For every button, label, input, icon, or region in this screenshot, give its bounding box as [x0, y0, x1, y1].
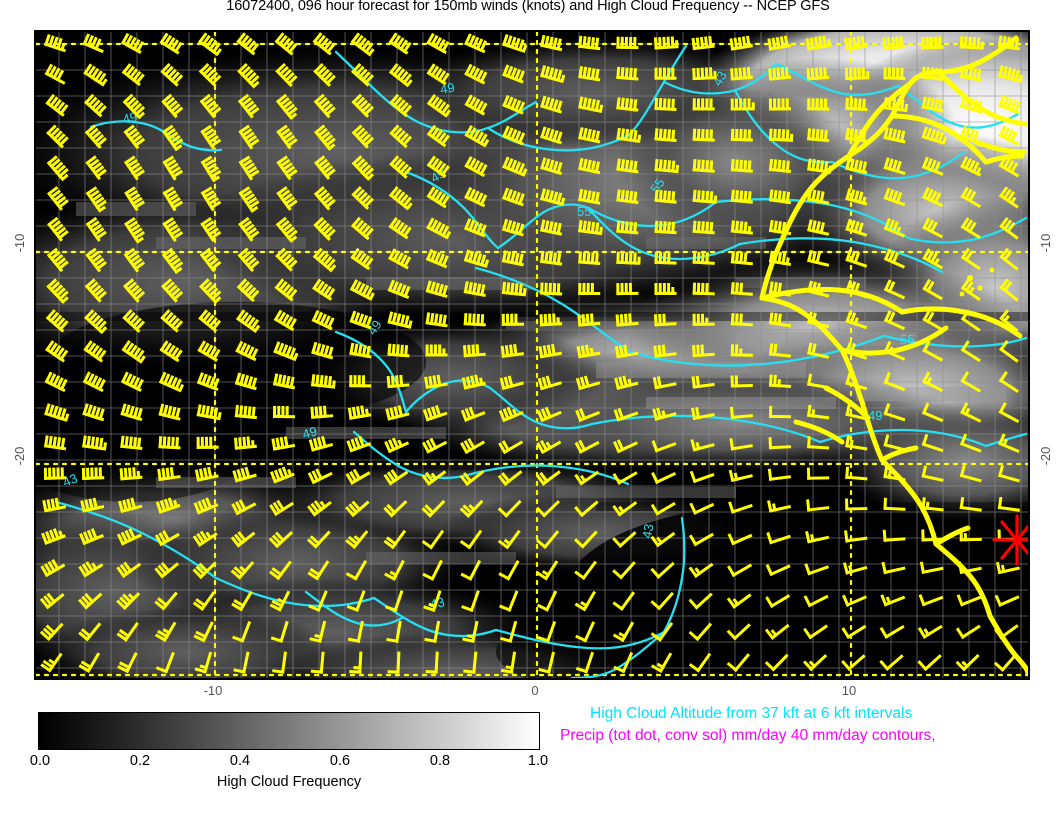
colorbar-tick: 0.0 — [29, 753, 51, 769]
x-tick: 0 — [531, 683, 539, 698]
colorbar-gradient — [38, 712, 540, 750]
station-asterisk-icon — [992, 514, 1028, 566]
colorbar-tick: 0.2 — [129, 753, 151, 769]
colorbar-tick: 0.6 — [329, 753, 351, 769]
page-title: 16072400, 096 hour forecast for 150mb wi… — [226, 0, 830, 14]
y-tick-right: -20 — [1037, 446, 1053, 466]
legend-cloud-altitude: High Cloud Altitude from 37 kft at 6 kft… — [590, 705, 913, 722]
svg-text:49: 49 — [868, 408, 882, 423]
x-tick: -10 — [203, 683, 223, 698]
svg-text:43: 43 — [61, 470, 80, 489]
svg-text:55: 55 — [577, 204, 591, 219]
svg-text:49: 49 — [428, 165, 448, 185]
colorbar-tick: 0.4 — [229, 753, 251, 769]
colorbar-tick: 0.8 — [429, 753, 451, 769]
x-tick: 10 — [841, 683, 857, 698]
y-tick-left: -10 — [11, 233, 27, 253]
svg-text:49: 49 — [301, 423, 319, 441]
y-tick-left: -20 — [11, 446, 27, 466]
colorbar-title: High Cloud Frequency — [216, 774, 362, 790]
svg-text:55: 55 — [900, 332, 914, 347]
colorbar-tick: 1.0 — [527, 753, 549, 769]
y-tick-right: -10 — [1037, 233, 1053, 253]
map-plot-area[interactable]: 49 49 49 55 55 43 49 49 55 49 43 43 43 — [34, 30, 1030, 680]
wind-barbs-150mb — [39, 32, 1024, 674]
legend-precip: Precip (tot dot, conv sol) mm/day 40 mm/… — [560, 727, 936, 744]
station-marker-layer[interactable] — [36, 32, 1028, 678]
svg-text:43: 43 — [639, 523, 656, 540]
